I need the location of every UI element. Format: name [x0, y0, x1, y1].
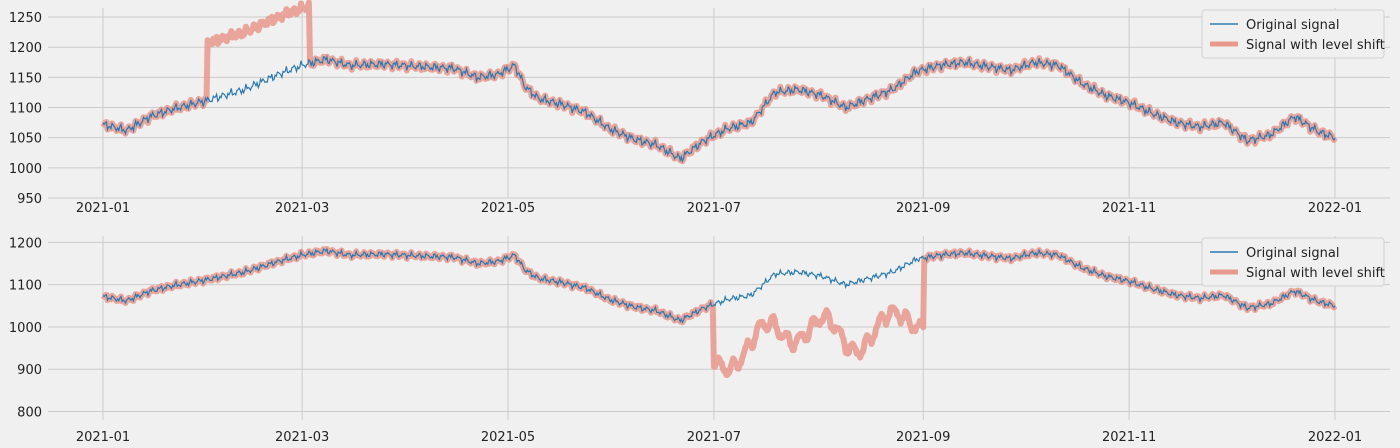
x-tick-label: 2021-03 [275, 430, 329, 445]
series-top [100, 0, 1338, 165]
y-tick-label: 1200 [9, 41, 42, 56]
series-bottom [100, 246, 1338, 378]
legend-top: Original signal Signal with level shift [1201, 9, 1385, 59]
y-tick-labels-top: 950 1000 1050 1100 1150 1200 1250 [9, 11, 42, 207]
x-tick-label: 2021-09 [896, 430, 950, 445]
y-tick-labels-bottom: 800 900 1000 1100 1200 [9, 236, 42, 420]
legend-box-top [1201, 9, 1385, 59]
y-tick-label: 950 [17, 192, 42, 207]
legend-label-original: Original signal [1246, 246, 1339, 261]
y-tick-label: 800 [17, 406, 42, 421]
y-tick-label: 1250 [9, 11, 42, 26]
legend-label-shifted: Signal with level shift [1246, 266, 1385, 281]
x-tick-label: 2021-01 [76, 201, 130, 216]
x-tick-labels-bottom: 2021-01 2021-03 2021-05 2021-07 2021-09 2021-… [76, 430, 1362, 445]
x-tick-label: 2021-07 [687, 430, 741, 445]
y-tick-label: 900 [17, 363, 42, 378]
series-line-original [102, 54, 1336, 164]
x-tick-labels-top: 2021-01 2021-03 2021-05 2021-07 2021-09 2021-… [76, 201, 1362, 216]
x-tick-label: 2022-01 [1308, 201, 1362, 216]
x-tick-label: 2021-05 [481, 201, 535, 216]
x-tick-label: 2021-03 [275, 201, 329, 216]
y-tick-label: 1000 [9, 162, 42, 177]
x-tick-label: 2021-11 [1102, 201, 1156, 216]
y-tick-label: 1050 [9, 132, 42, 147]
y-tick-label: 1150 [9, 71, 42, 86]
legend-box-bottom [1201, 237, 1385, 287]
legend-label-original: Original signal [1246, 18, 1339, 33]
x-tick-label: 2021-05 [481, 430, 535, 445]
x-tick-label: 2022-01 [1308, 430, 1362, 445]
series-line-original [102, 247, 1336, 324]
x-tick-label: 2021-09 [896, 201, 950, 216]
x-tick-label: 2021-07 [687, 201, 741, 216]
x-tick-label: 2021-01 [76, 430, 130, 445]
chart-panel-bottom: 800 900 1000 1100 1200 2021-01 2021-03 2021-05… [9, 236, 1390, 445]
y-tick-label: 1200 [9, 236, 42, 251]
y-tick-label: 1100 [9, 102, 42, 117]
legend-bottom: Original signal Signal with level shift [1201, 237, 1385, 287]
x-tick-label: 2021-11 [1102, 430, 1156, 445]
y-tick-label: 1000 [9, 321, 42, 336]
y-tick-label: 1100 [9, 279, 42, 294]
legend-label-shifted: Signal with level shift [1246, 38, 1385, 53]
